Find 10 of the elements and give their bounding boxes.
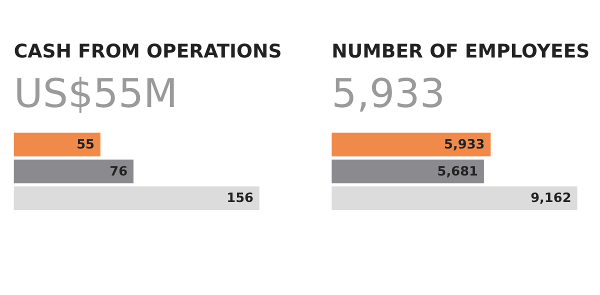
data-label: 5,933	[444, 138, 485, 153]
chart-title: CASH FROM OPERATIONS	[14, 42, 282, 63]
chart-subtitle: US$55M	[14, 71, 178, 118]
chart-subtitle: 5,933	[332, 71, 446, 118]
chart-title: NUMBER OF EMPLOYEES	[332, 42, 590, 63]
data-label: 76	[110, 164, 128, 180]
data-label: 156	[226, 191, 254, 206]
data-label: 55	[76, 138, 95, 153]
data-label: 5,681	[437, 164, 478, 180]
data-label: 9,162	[530, 191, 572, 206]
